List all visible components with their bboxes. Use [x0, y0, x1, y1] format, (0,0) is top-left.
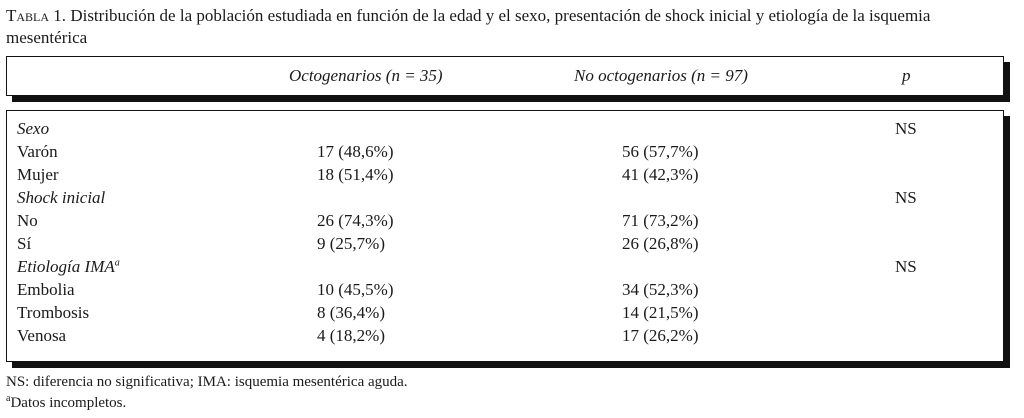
cell-p-value: NS — [895, 188, 917, 207]
table-header: Octogenarios (n = 35) No octogenarios (n… — [6, 56, 1004, 96]
row-label: Embolia — [17, 280, 75, 299]
table-number: Tabla 1. — [6, 6, 67, 25]
footnote-a-text: Datos incompletos. — [10, 395, 127, 411]
row-label: Mujer — [17, 165, 59, 184]
header-no-octogenarios: No octogenarios (n = 97) — [574, 66, 748, 85]
cell-octogenarios: 17 (48,6%) — [317, 142, 394, 161]
table-row: No 26 (74,3%) 71 (73,2%) — [7, 211, 1003, 234]
footnotes: NS: diferencia no significativa; IMA: is… — [6, 372, 408, 414]
cell-no-octogenarios: 56 (57,7%) — [622, 142, 699, 161]
cell-octogenarios: 10 (45,5%) — [317, 280, 394, 299]
header-octogenarios: Octogenarios (n = 35) — [289, 66, 443, 85]
row-label: Varón — [17, 142, 58, 161]
footnote-marker: a — [114, 257, 120, 269]
table-body-box: Sexo NS Varón 17 (48,6%) 56 (57,7%) Mujer 18 (… — [6, 110, 1010, 368]
cell-no-octogenarios: 34 (52,3%) — [622, 280, 699, 299]
cell-no-octogenarios: 14 (21,5%) — [622, 303, 699, 322]
cell-p-value: NS — [895, 119, 917, 138]
table-row: Mujer 18 (51,4%) 41 (42,3%) — [7, 165, 1003, 188]
row-label: Sexo — [17, 119, 50, 138]
table-row: Venosa 4 (18,2%) 17 (26,2%) — [7, 326, 1003, 349]
cell-p-value: NS — [895, 257, 917, 276]
footnote-a-mark: a — [6, 393, 11, 404]
row-label: Trombosis — [17, 303, 90, 322]
header-p-value: p — [902, 66, 911, 85]
row-label-text: Etiología IMA — [17, 257, 115, 276]
cell-octogenarios: 26 (74,3%) — [317, 211, 394, 230]
cell-no-octogenarios: 71 (73,2%) — [622, 211, 699, 230]
row-label: Etiología IMAa — [17, 257, 120, 277]
table-body: Sexo NS Varón 17 (48,6%) 56 (57,7%) Mujer 18 (… — [6, 110, 1004, 362]
cell-octogenarios: 9 (25,7%) — [317, 234, 385, 253]
table-row: Etiología IMAa NS — [7, 257, 1003, 280]
table-row: Sí 9 (25,7%) 26 (26,8%) — [7, 234, 1003, 257]
cell-octogenarios: 4 (18,2%) — [317, 326, 385, 345]
table-row: Sexo NS — [7, 119, 1003, 142]
table-caption: Tabla 1. Distribución de la población es… — [6, 5, 1006, 49]
table-header-box: Octogenarios (n = 35) No octogenarios (n… — [6, 56, 1010, 102]
table-row: Varón 17 (48,6%) 56 (57,7%) — [7, 142, 1003, 165]
row-label: Sí — [17, 234, 32, 253]
cell-no-octogenarios: 26 (26,8%) — [622, 234, 699, 253]
cell-octogenarios: 18 (51,4%) — [317, 165, 394, 184]
table-row: Embolia 10 (45,5%) 34 (52,3%) — [7, 280, 1003, 303]
table-row: Trombosis 8 (36,4%) 14 (21,5%) — [7, 303, 1003, 326]
cell-no-octogenarios: 41 (42,3%) — [622, 165, 699, 184]
row-label: Shock inicial — [17, 188, 106, 207]
table-row: Shock inicial NS — [7, 188, 1003, 211]
row-label: Venosa — [17, 326, 67, 345]
cell-no-octogenarios: 17 (26,2%) — [622, 326, 699, 345]
cell-octogenarios: 8 (36,4%) — [317, 303, 385, 322]
caption-text: Distribución de la población estudiada e… — [6, 6, 931, 47]
footnote-a: aDatos incompletos. — [6, 393, 408, 414]
footnote-abbreviations: NS: diferencia no significativa; IMA: is… — [6, 374, 408, 390]
row-label: No — [17, 211, 38, 230]
